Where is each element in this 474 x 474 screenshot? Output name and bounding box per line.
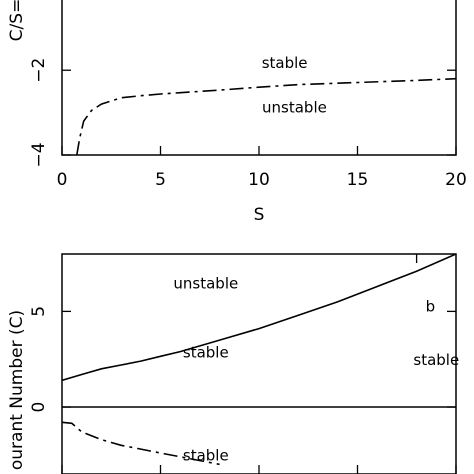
bottom-panel-region-label: stable [183,447,229,465]
top-panel-ytick-label: −2 [29,58,49,83]
bottom-panel-series-line [62,421,220,466]
bottom-panel-frame [61,253,457,474]
top-panel-region-label: stable [262,54,308,72]
top-panel-ylabel: C/S= [7,0,27,41]
bottom-panel-region-label: b [426,297,436,315]
bottom-panel-region-label: stable [183,343,229,361]
top-panel-xtick-label: 15 [347,170,369,190]
top-panel-frame [61,0,457,156]
bottom-panel-ylabel: ourant Number (C) [7,310,27,470]
bottom-panel-region-label: unstable [173,274,238,292]
bottom-panel-region-label: stable [413,351,459,369]
top-panel-xtick-label: 5 [155,170,166,190]
top-panel-xtick-label: 10 [248,170,270,190]
bottom-panel-ytick-label: 5 [29,306,49,317]
top-panel-series-line [76,77,456,155]
bottom-panel-ytick-label: 0 [29,402,49,413]
bottom-panel-series-line [62,254,456,382]
top-panel-region-label: unstable [262,99,327,117]
top-panel-ytick-label: −4 [29,142,49,167]
top-panel-xtick-label: 0 [57,170,68,190]
top-panel-xlabel: S [254,205,265,225]
top-panel-xtick-label: 20 [445,170,467,190]
